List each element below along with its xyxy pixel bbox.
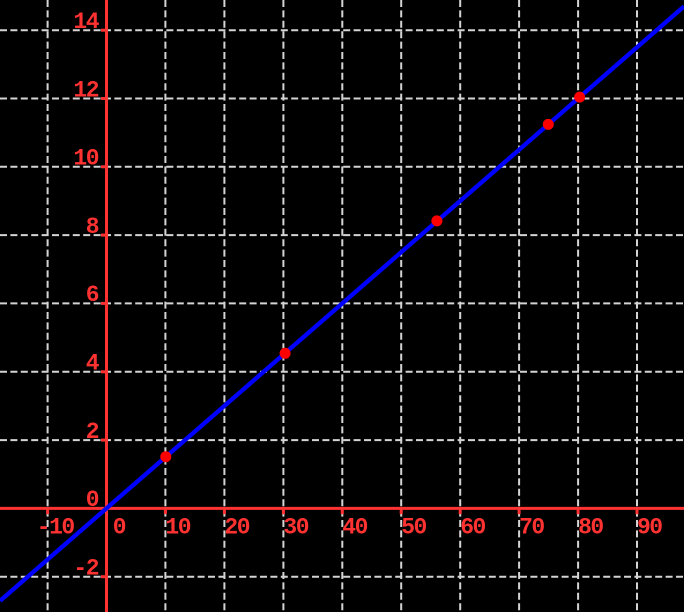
svg-text:60: 60	[460, 515, 485, 541]
svg-text:20: 20	[224, 515, 249, 541]
svg-text:70: 70	[519, 515, 544, 541]
svg-text:10: 10	[165, 515, 190, 541]
svg-text:40: 40	[342, 515, 367, 541]
svg-text:0: 0	[86, 487, 99, 513]
svg-text:30: 30	[283, 515, 308, 541]
svg-text:0: 0	[113, 515, 126, 541]
svg-text:90: 90	[637, 515, 662, 541]
svg-text:6: 6	[86, 282, 99, 308]
svg-text:10: 10	[73, 146, 98, 172]
svg-text:2: 2	[86, 419, 99, 445]
svg-text:14: 14	[73, 9, 99, 35]
svg-text:4: 4	[86, 351, 100, 377]
svg-text:8: 8	[86, 214, 99, 240]
svg-text:-10: -10	[37, 515, 75, 541]
svg-text:80: 80	[578, 515, 603, 541]
svg-text:50: 50	[401, 515, 426, 541]
svg-text:12: 12	[73, 77, 98, 103]
svg-text:-2: -2	[73, 556, 98, 582]
